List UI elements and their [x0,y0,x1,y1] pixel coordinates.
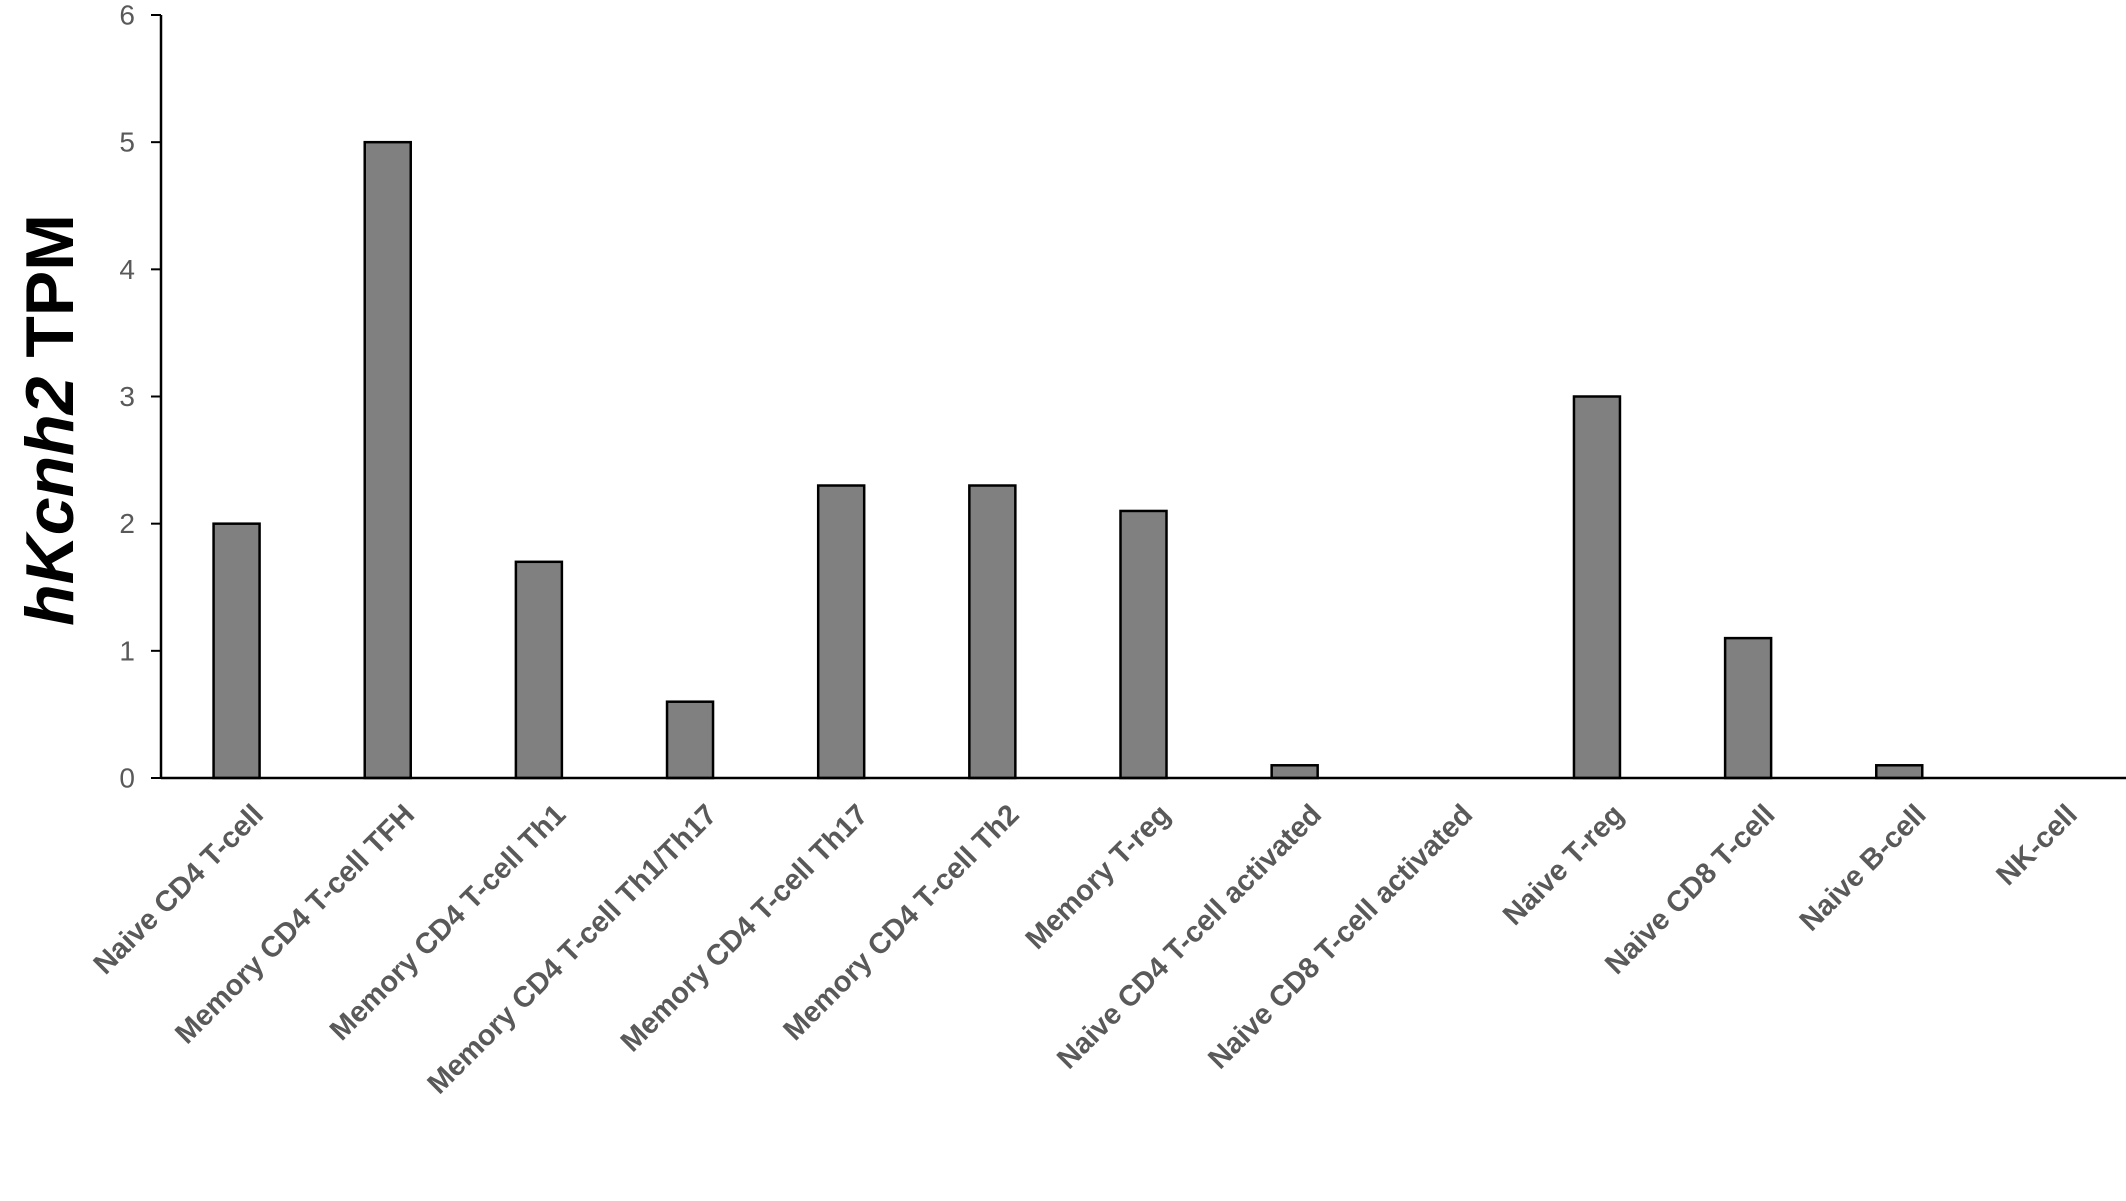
y-tick-label: 1 [119,635,135,666]
y-tick-label: 0 [119,763,135,794]
bar [968,484,1017,780]
y-axis-label-italic: hKcnh2 [12,376,88,626]
svg-text:hKcnh2 TPM: hKcnh2 TPM [12,214,88,626]
bar [514,560,564,780]
bar [1875,764,1924,780]
bar [1119,509,1168,780]
y-tick-label: 2 [119,508,135,539]
x-tick-label: Naive T-reg [1497,799,1630,932]
y-tick-label: 4 [119,254,135,285]
x-tick-label: Memory T-reg [1020,799,1177,956]
bar [1270,764,1319,780]
x-tick-label: Naive CD4 T-cell activated [1051,799,1328,1076]
x-tick-label: Memory CD4 T-cell TFH [169,799,421,1051]
bar [1723,636,1773,780]
y-tick-label: 5 [119,127,135,158]
y-tick-label: 3 [119,381,135,412]
x-tick-label: Memory CD4 T-cell Th17 [615,799,875,1059]
bars [212,140,1924,780]
bar [212,522,261,780]
bar [665,700,715,780]
bar [1572,395,1622,780]
x-tick-label: NK-cell [1990,799,2083,892]
bar [816,484,866,780]
y-tick-label: 6 [119,0,135,31]
y-axis: 0 1 2 3 4 5 6 [119,0,163,794]
y-axis-label: hKcnh2 TPM [12,214,88,626]
bar [363,140,412,780]
x-tick-label: Memory CD4 T-cell Th1/Th17 [422,799,724,1101]
x-tick-label: Naive CD8 T-cell [1599,799,1781,981]
y-axis-label-unit: TPM [12,214,88,376]
x-tick-label: Naive B-cell [1794,799,1933,938]
x-tick-label: Naive CD8 T-cell activated [1202,799,1479,1076]
